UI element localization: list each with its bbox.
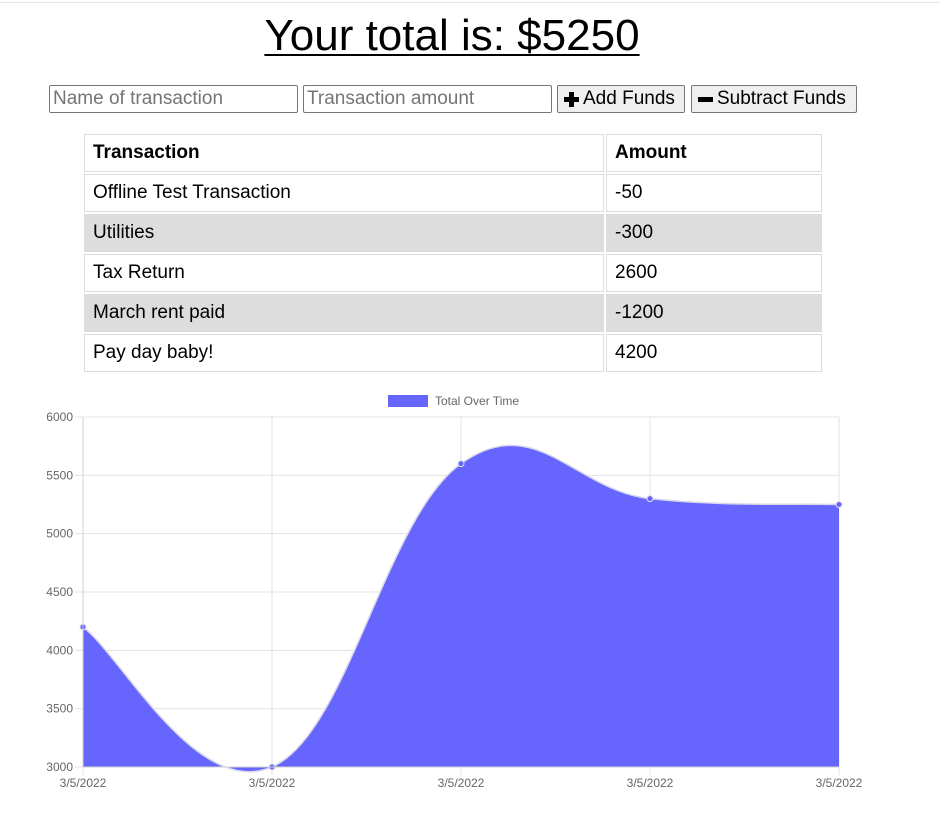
transaction-amount-cell: -300: [606, 214, 822, 252]
y-tick-label: 4500: [46, 585, 73, 599]
series-line: [82, 444, 840, 773]
transaction-name-cell: Tax Return: [84, 254, 604, 292]
x-tick-label: 3/5/2022: [627, 776, 674, 790]
column-header-amount: Amount: [606, 134, 822, 172]
y-tick-label: 5500: [46, 468, 73, 482]
x-tick-label: 3/5/2022: [816, 776, 863, 790]
x-tick-label: 3/5/2022: [60, 776, 107, 790]
table-row: Pay day baby! 4200: [84, 334, 822, 372]
subtract-funds-label: Subtract Funds: [717, 88, 846, 109]
transaction-amount-cell: 2600: [606, 254, 822, 292]
data-point[interactable]: [457, 460, 465, 468]
table-header-row: Transaction Amount: [84, 134, 822, 172]
transaction-name-input[interactable]: [49, 85, 298, 113]
x-tick-label: 3/5/2022: [249, 776, 296, 790]
plus-icon: [564, 91, 579, 107]
add-funds-button[interactable]: Add Funds: [557, 85, 685, 113]
top-divider: [0, 2, 940, 3]
transactions-table: Transaction Amount Offline Test Transact…: [82, 132, 824, 374]
minus-icon: [698, 92, 713, 107]
add-funds-label: Add Funds: [583, 88, 675, 109]
subtract-funds-button[interactable]: Subtract Funds: [691, 85, 857, 113]
transaction-amount-cell: 4200: [606, 334, 822, 372]
x-tick-label: 3/5/2022: [438, 776, 485, 790]
transaction-name-cell: Utilities: [84, 214, 604, 252]
data-point[interactable]: [646, 495, 654, 503]
series-area: [83, 445, 839, 772]
legend-label[interactable]: Total Over Time: [435, 394, 519, 408]
legend-swatch[interactable]: [388, 395, 428, 407]
y-tick-label: 3000: [46, 760, 73, 774]
y-tick-label: 3500: [46, 702, 73, 716]
table-row: Utilities -300: [84, 214, 822, 252]
y-tick-label: 4000: [46, 643, 73, 657]
transaction-name-cell: March rent paid: [84, 294, 604, 332]
table-row: March rent paid -1200: [84, 294, 822, 332]
y-tick-label: 6000: [46, 410, 73, 424]
transaction-amount-input[interactable]: [303, 85, 552, 113]
transaction-name-cell: Pay day baby!: [84, 334, 604, 372]
y-tick-label: 5000: [46, 527, 73, 541]
transaction-amount-cell: -50: [606, 174, 822, 212]
table-row: Offline Test Transaction -50: [84, 174, 822, 212]
total-heading: Your total is: $5250: [0, 8, 904, 64]
total-text: Your total is: $5250: [264, 11, 639, 60]
data-point[interactable]: [835, 501, 843, 508]
total-over-time-chart: 3000 3500 4000 4500 5000 5500 6000 3/5/2022 3/5/…: [46, 394, 863, 790]
total-prefix: Your total is: $: [264, 11, 542, 60]
total-value: 5250: [541, 11, 640, 60]
transaction-amount-cell: -1200: [606, 294, 822, 332]
transaction-name-cell: Offline Test Transaction: [84, 174, 604, 212]
column-header-transaction: Transaction: [84, 134, 604, 172]
table-row: Tax Return 2600: [84, 254, 822, 292]
